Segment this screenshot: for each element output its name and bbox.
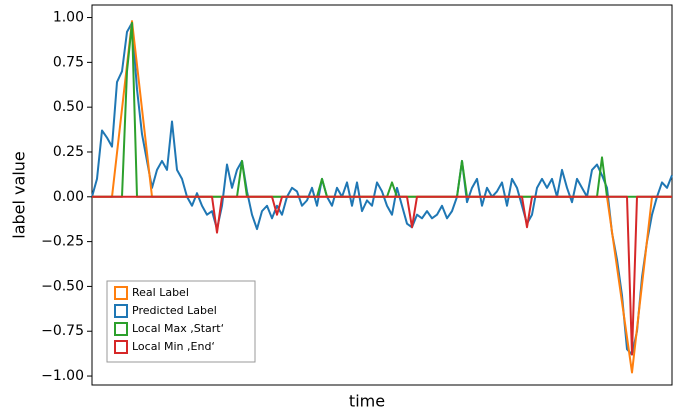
y-tick-label: −0.25 <box>41 234 84 250</box>
y-tick-label: 0.50 <box>53 99 84 115</box>
series-line <box>92 195 672 356</box>
legend-swatch <box>114 304 128 318</box>
legend-swatch <box>114 322 128 336</box>
y-tick-label: 0.25 <box>53 144 84 160</box>
y-axis-label: label value <box>10 151 29 238</box>
y-tick-label: −1.00 <box>41 368 84 384</box>
series-line <box>91 21 673 356</box>
y-tick-label: 0.75 <box>53 54 84 70</box>
legend-label: Predicted Label <box>132 304 217 317</box>
legend-label: Local Min ,End‘ <box>132 340 215 353</box>
legend-label: Real Label <box>132 286 189 299</box>
legend-swatch <box>114 340 128 354</box>
y-tick-label: −0.75 <box>41 323 84 339</box>
legend-swatch <box>114 286 128 300</box>
y-tick-label: 1.00 <box>53 10 84 26</box>
legend-box <box>106 280 256 363</box>
y-tick-label: 0.00 <box>53 189 84 205</box>
series-line <box>92 21 672 198</box>
legend-label: Local Max ,Start‘ <box>132 322 224 335</box>
y-tick-label: −0.50 <box>41 278 84 294</box>
x-axis-label: time <box>349 392 385 411</box>
